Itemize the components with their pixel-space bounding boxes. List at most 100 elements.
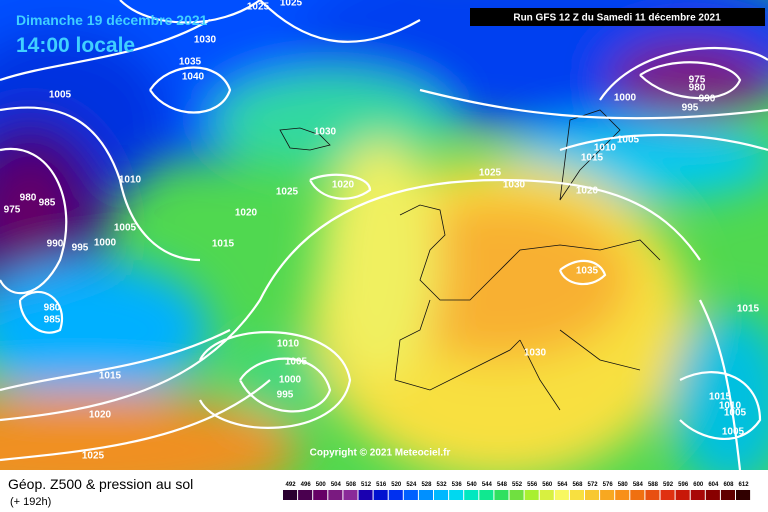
- legend-swatch: [539, 490, 554, 500]
- legend-swatch: [418, 490, 433, 500]
- isobar-label: 975: [4, 205, 21, 216]
- isobar-label: 1000: [94, 238, 117, 249]
- isobar-label: 1030: [314, 127, 337, 138]
- legend-swatch: [705, 490, 720, 500]
- legend-swatch: [403, 490, 418, 500]
- legend-value: 504: [331, 482, 342, 488]
- legend-swatch: [645, 490, 660, 500]
- isobar-label: 1035: [179, 57, 202, 68]
- isobar-label: 1025: [479, 168, 502, 179]
- isobar-label: 1025: [276, 187, 299, 198]
- legend-swatch: [524, 490, 539, 500]
- legend-value: 572: [588, 482, 599, 488]
- legend-value: 524: [406, 482, 417, 488]
- isobar-label: 990: [47, 239, 64, 250]
- legend-value: 560: [542, 482, 553, 488]
- legend-swatch: [569, 490, 584, 500]
- copyright: Copyright © 2021 Meteociel.fr: [310, 448, 451, 459]
- isobar-label: 985: [44, 315, 61, 326]
- isobar-label: 1020: [89, 410, 112, 421]
- isobar-label: 1005: [114, 223, 137, 234]
- legend-swatch: [358, 490, 373, 500]
- legend-swatch: [373, 490, 388, 500]
- isobar-label: 980: [689, 83, 706, 94]
- isobar-label: 1040: [182, 72, 205, 83]
- isobar-label: 1010: [594, 143, 617, 154]
- legend-value: 512: [361, 482, 372, 488]
- isobar-label: 1005: [722, 427, 745, 438]
- legend-value: 532: [437, 482, 448, 488]
- isobar-label: 1010: [277, 339, 300, 350]
- legend-value: 600: [693, 482, 704, 488]
- legend-value: 576: [603, 482, 614, 488]
- isobar-label: 1000: [614, 93, 637, 104]
- legend-swatch: [494, 490, 509, 500]
- legend-swatch: [630, 490, 645, 500]
- isobar-label: 1025: [280, 0, 303, 9]
- isobar-label: 1030: [524, 348, 547, 359]
- legend-swatch: [449, 490, 464, 500]
- legend-swatch: [298, 490, 313, 500]
- isobar-label: 1015: [99, 371, 122, 382]
- legend-subtitle: (+ 192h): [10, 496, 51, 508]
- isobar-label: 1015: [709, 392, 732, 403]
- legend-value: 516: [376, 482, 387, 488]
- legend-swatch: [615, 490, 630, 500]
- legend-swatch: [554, 490, 569, 500]
- isobar-label: 1015: [737, 304, 760, 315]
- isobar-label: 1005: [285, 357, 308, 368]
- legend-value: 612: [739, 482, 750, 488]
- isobar-label: 1010: [719, 401, 742, 412]
- legend-swatch: [283, 490, 298, 500]
- date-title: Dimanche 19 décembre 2021: [16, 12, 208, 28]
- legend-value: 540: [467, 482, 478, 488]
- legend-swatch: [479, 490, 494, 500]
- isobar-label: 990: [699, 94, 716, 105]
- legend-swatch: [464, 490, 479, 500]
- legend-value: 496: [301, 482, 312, 488]
- legend-value: 520: [391, 482, 402, 488]
- isobar-label: 1015: [212, 239, 235, 250]
- legend-value: 508: [346, 482, 357, 488]
- legend-swatch: [388, 490, 403, 500]
- legend-value: 584: [633, 482, 644, 488]
- legend-value: 588: [648, 482, 659, 488]
- isobar-label: 1025: [82, 451, 105, 462]
- isobar-label: 985: [39, 198, 56, 209]
- legend-swatch: [313, 490, 328, 500]
- legend-value: 500: [316, 482, 327, 488]
- legend-value: 544: [482, 482, 493, 488]
- isobar-label: 975: [689, 75, 706, 86]
- time-title: 14:00 locale: [16, 34, 135, 57]
- isobar-label: 980: [20, 193, 37, 204]
- isobar-label: 980: [44, 303, 61, 314]
- isobar-label: 1005: [617, 135, 640, 146]
- isobar-label: 1025: [247, 2, 270, 13]
- legend-swatch: [600, 490, 615, 500]
- legend-swatch: [585, 490, 600, 500]
- legend-value: 568: [572, 482, 583, 488]
- legend-swatch: [720, 490, 735, 500]
- legend-value: 580: [618, 482, 629, 488]
- isobar-label: 1020: [235, 208, 258, 219]
- isobar-label: 1020: [332, 180, 355, 191]
- legend-value: 604: [708, 482, 719, 488]
- legend-swatch: [328, 490, 343, 500]
- isobar-label: 995: [72, 243, 89, 254]
- run-info: Run GFS 12 Z du Samedi 11 décembre 2021: [513, 13, 721, 24]
- legend-swatch: [736, 490, 751, 500]
- isobar-label: 995: [277, 390, 294, 401]
- legend-swatch: [509, 490, 524, 500]
- legend-swatch: [343, 490, 358, 500]
- isobar-label: 1030: [194, 35, 217, 46]
- legend-title: Géop. Z500 & pression au sol: [8, 476, 193, 492]
- isobar-label: 1035: [576, 266, 599, 277]
- legend-value: 608: [723, 482, 734, 488]
- legend-swatch: [690, 490, 705, 500]
- legend-value: 596: [678, 482, 689, 488]
- isobar-label: 1020: [576, 186, 599, 197]
- legend-value: 528: [421, 482, 432, 488]
